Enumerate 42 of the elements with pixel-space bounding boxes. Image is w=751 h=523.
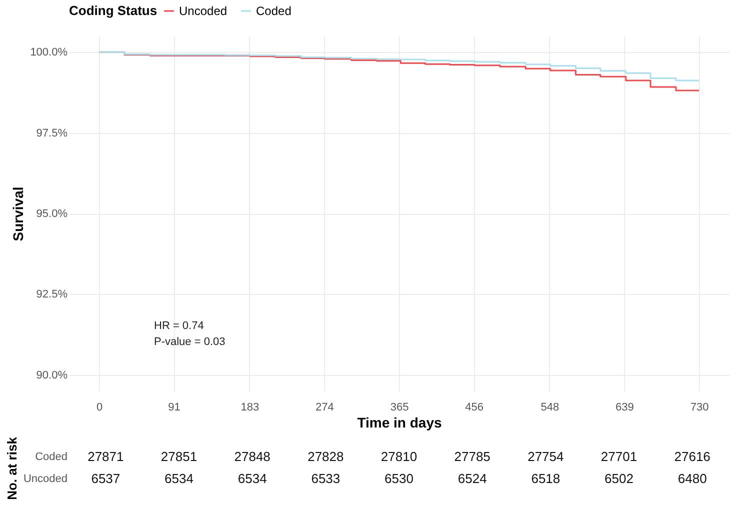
y-tick-label: 97.5% <box>36 127 68 140</box>
data-label: 6537 <box>91 471 120 486</box>
data-label: 6530 <box>384 471 414 486</box>
data-label: 27616 <box>674 449 710 464</box>
data-label: 27848 <box>234 449 270 464</box>
annotation: P-value = 0.03 <box>154 336 226 348</box>
legend-title: Coding Status <box>69 3 158 18</box>
y-axis-title: No. at risk <box>4 436 20 500</box>
y-tick-label: 95.0% <box>36 208 68 220</box>
y-tick-label: 92.5% <box>36 288 68 301</box>
x-tick-label: 183 <box>240 402 260 414</box>
data-label: 27785 <box>454 449 490 464</box>
x-tick-label: 365 <box>390 402 409 414</box>
x-tick-label: 456 <box>465 402 484 414</box>
x-tick-label: 730 <box>690 402 709 414</box>
data-label: 6518 <box>531 471 560 486</box>
data-label: 27754 <box>528 449 564 464</box>
data-label: 27851 <box>160 449 198 464</box>
data-label: 6534 <box>164 471 194 486</box>
data-label: 27828 <box>308 449 344 464</box>
y-axis-title: Survival <box>10 186 26 242</box>
data-label: 6480 <box>678 471 707 486</box>
y-tick-label: Uncoded <box>23 473 68 485</box>
x-tick-label: 639 <box>616 402 634 414</box>
y-tick-label: 90.0% <box>36 369 68 382</box>
data-label: 6534 <box>238 471 267 486</box>
x-axis-title: Time in days <box>357 414 442 430</box>
x-tick-label: 91 <box>168 402 180 414</box>
legend-label: Uncoded <box>179 4 228 18</box>
data-label: 6524 <box>458 471 487 486</box>
legend-label: Coded <box>256 4 292 18</box>
x-tick-label: 274 <box>316 402 334 414</box>
x-tick-label: 0 <box>96 402 103 414</box>
y-tick-label: Coded <box>35 451 68 463</box>
annotation: HR = 0.74 <box>154 320 204 332</box>
data-label: 6502 <box>604 471 634 486</box>
data-label: 27871 <box>88 449 124 464</box>
data-label: 6533 <box>311 471 340 486</box>
x-tick-label: 548 <box>540 402 560 414</box>
data-label: 27701 <box>600 449 638 464</box>
data-label: 27810 <box>380 449 418 464</box>
y-tick-label: 100.0% <box>30 46 68 59</box>
